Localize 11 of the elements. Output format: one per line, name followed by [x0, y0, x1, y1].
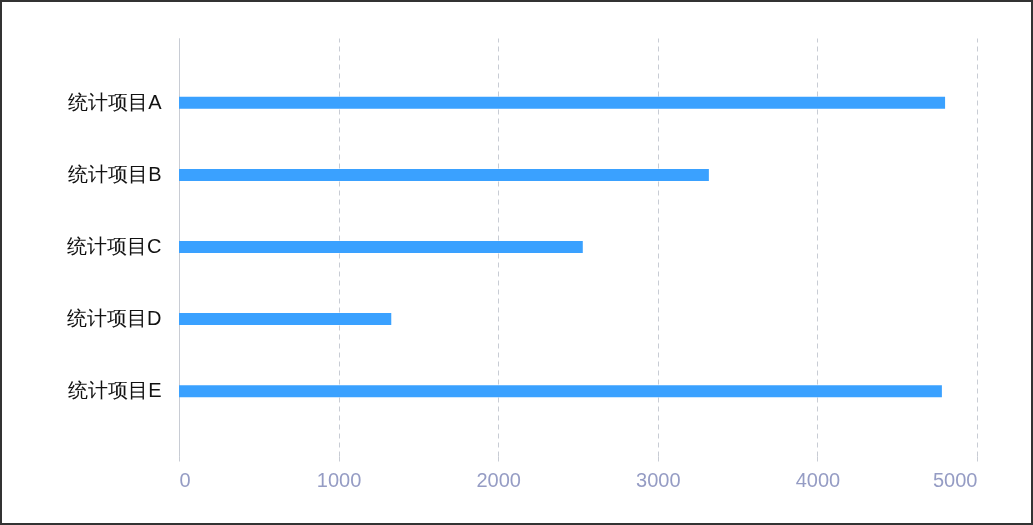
x-tick-label: 0: [179, 468, 191, 491]
x-tick-label: 2000: [476, 468, 521, 491]
y-tick-label: 统计项目E: [68, 379, 162, 402]
y-tick-label: 统计项目D: [67, 307, 162, 330]
x-tick-label: 1000: [316, 468, 362, 491]
x-tick-label: 4000: [795, 468, 841, 491]
y-tick-label: 统计项目B: [68, 162, 162, 185]
x-tick-label: 3000: [636, 468, 681, 491]
x-tick-label: 5000: [933, 468, 978, 491]
y-tick-label: 统计项目A: [68, 90, 163, 113]
y-tick-label: 统计项目C: [67, 235, 162, 257]
